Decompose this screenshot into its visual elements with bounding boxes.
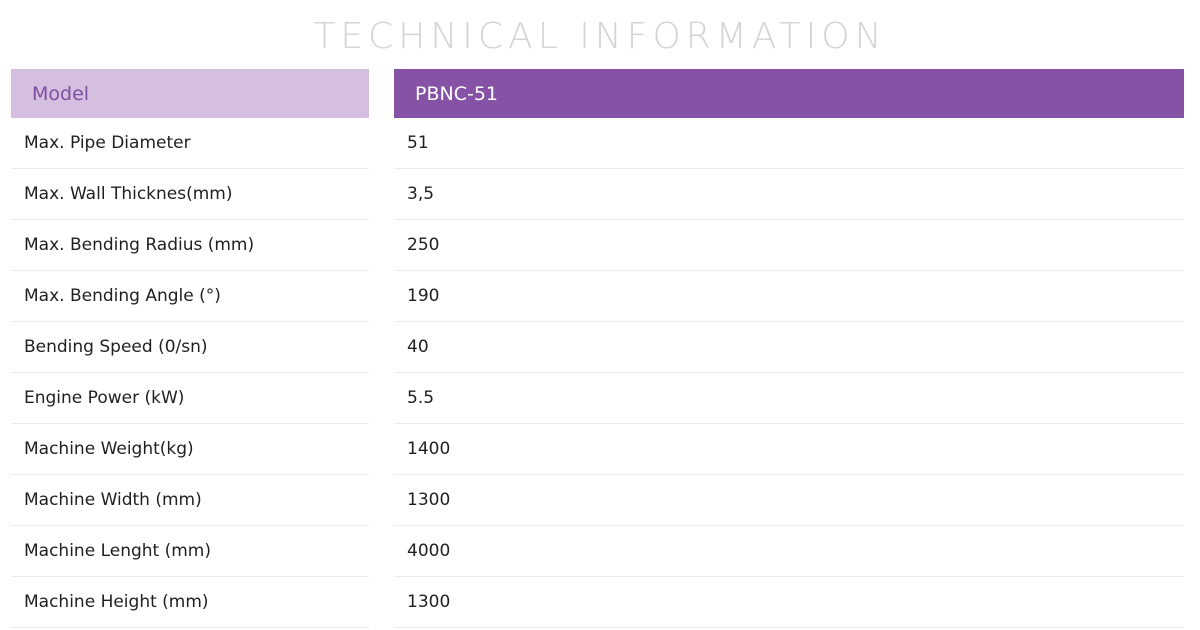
header-value-model: PBNC-51 xyxy=(394,69,1184,118)
spec-value: 190 xyxy=(394,271,1184,322)
spec-label: Bending Speed (0/sn) xyxy=(11,322,369,373)
table-row: Machine Height (mm) 1300 xyxy=(11,577,1184,628)
spec-value: 51 xyxy=(394,118,1184,169)
table-row: Machine Weight(kg) 1400 xyxy=(11,424,1184,475)
page-title: TECHNICAL INFORMATION xyxy=(313,16,887,57)
spec-value: 1300 xyxy=(394,475,1184,526)
header-label-model: Model xyxy=(11,69,369,118)
table-row: Engine Power (kW) 5.5 xyxy=(11,373,1184,424)
table-row: Machine Lenght (mm) 4000 xyxy=(11,526,1184,577)
table-row: Bending Speed (0/sn) 40 xyxy=(11,322,1184,373)
spec-value: 4000 xyxy=(394,526,1184,577)
spec-label: Max. Wall Thicknes(mm) xyxy=(11,169,369,220)
spec-value: 1400 xyxy=(394,424,1184,475)
table-header-row: Model PBNC-51 xyxy=(11,69,1184,118)
table-row: Max. Wall Thicknes(mm) 3,5 xyxy=(11,169,1184,220)
spec-value: 250 xyxy=(394,220,1184,271)
spec-label: Engine Power (kW) xyxy=(11,373,369,424)
spec-value: 40 xyxy=(394,322,1184,373)
spec-label: Max. Bending Angle (°) xyxy=(11,271,369,322)
spec-value: 5.5 xyxy=(394,373,1184,424)
spec-label: Max. Pipe Diameter xyxy=(11,118,369,169)
spec-value: 3,5 xyxy=(394,169,1184,220)
spec-label: Machine Width (mm) xyxy=(11,475,369,526)
table-row: Max. Bending Angle (°) 190 xyxy=(11,271,1184,322)
table-row: Machine Width (mm) 1300 xyxy=(11,475,1184,526)
specs-table: Model PBNC-51 Max. Pipe Diameter 51 Max.… xyxy=(11,69,1184,628)
spec-label: Machine Weight(kg) xyxy=(11,424,369,475)
spec-value: 1300 xyxy=(394,577,1184,628)
spec-label: Machine Lenght (mm) xyxy=(11,526,369,577)
spec-label: Machine Height (mm) xyxy=(11,577,369,628)
table-row: Max. Bending Radius (mm) 250 xyxy=(11,220,1184,271)
table-row: Max. Pipe Diameter 51 xyxy=(11,118,1184,169)
spec-label: Max. Bending Radius (mm) xyxy=(11,220,369,271)
